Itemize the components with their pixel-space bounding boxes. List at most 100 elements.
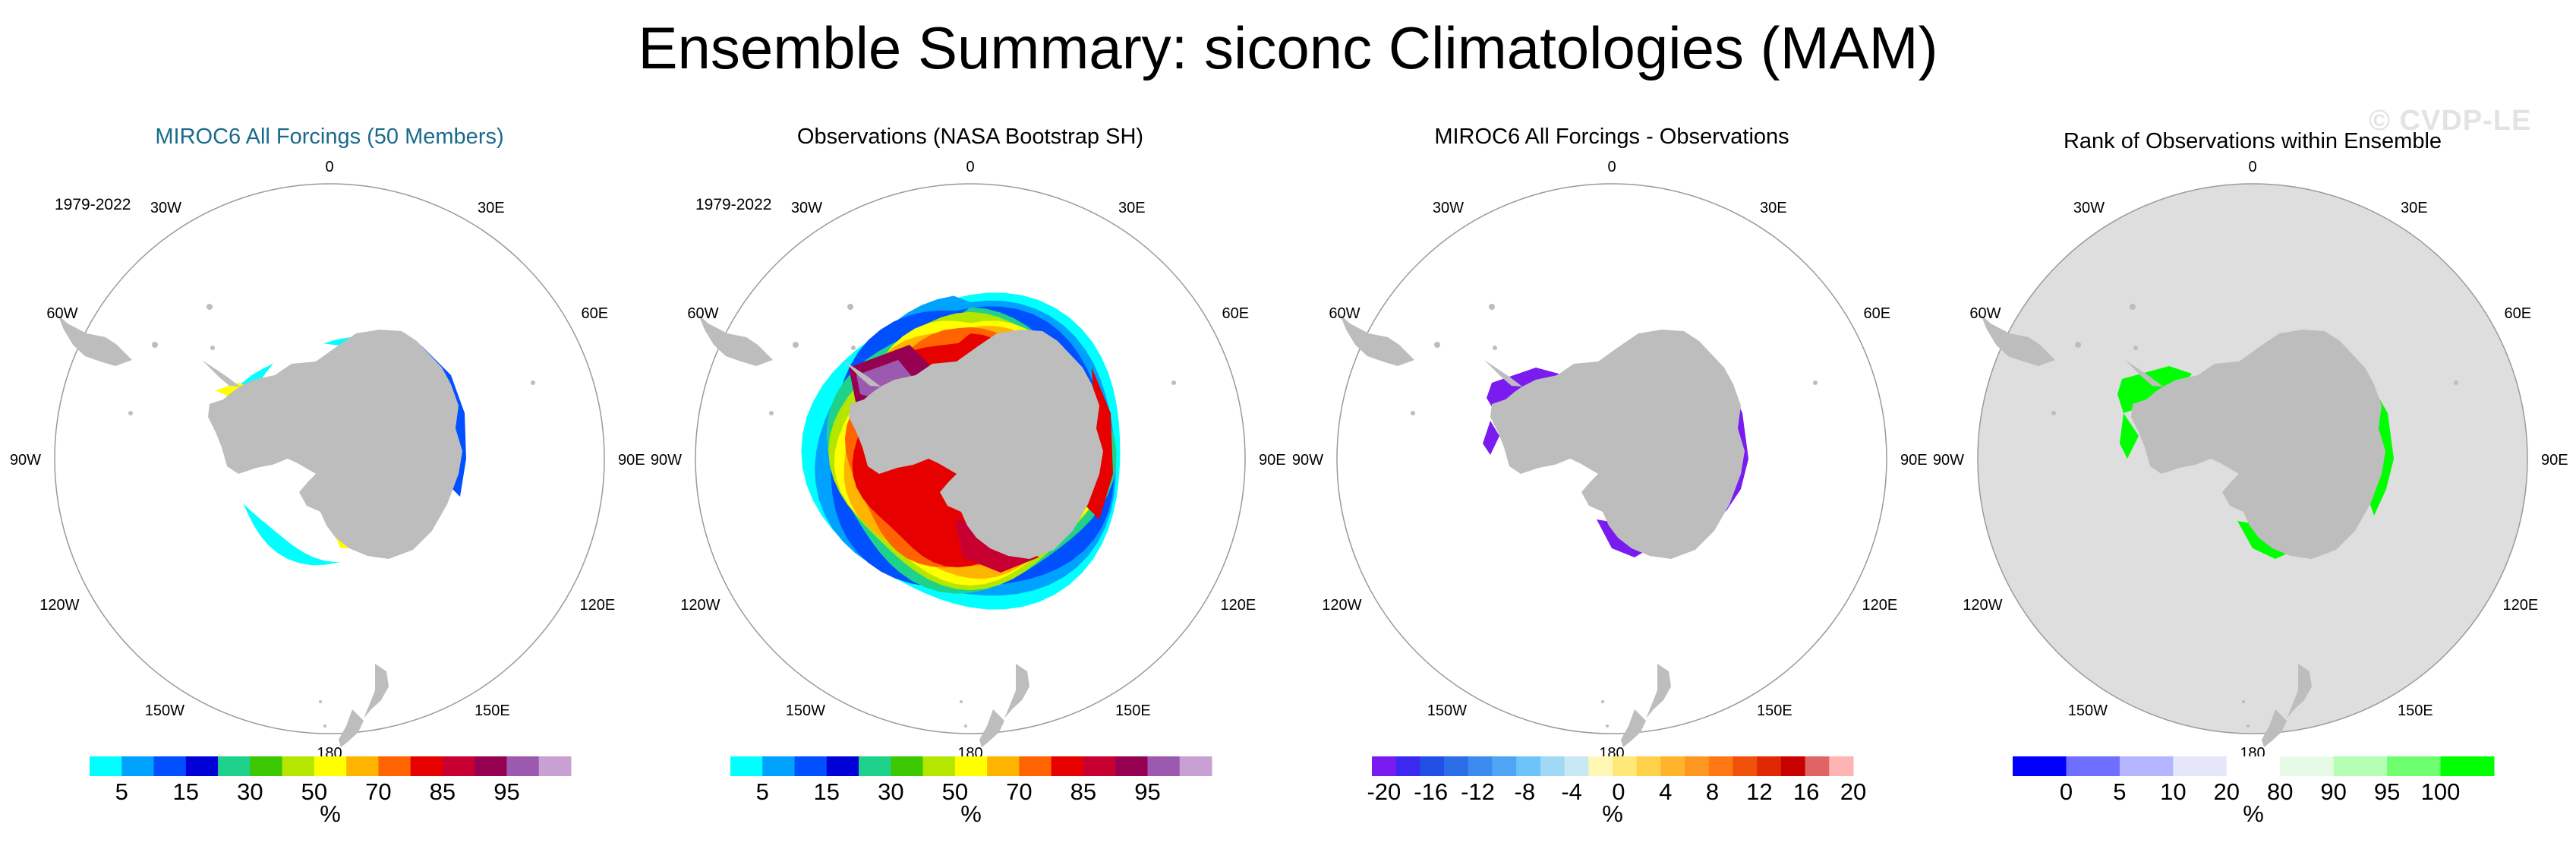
colorbar-units: % [1602,800,1623,827]
colorbar-swatch [794,756,828,776]
colorbar-label: 20 [1840,778,1867,805]
lon-label: 30W [790,200,822,217]
island-1 [1489,304,1495,310]
colorbar-swatch [1757,756,1782,776]
island-4 [2454,380,2458,385]
colorbar-swatch [346,756,379,776]
island-2 [2133,346,2138,350]
island-7 [2051,411,2056,415]
lon-label: 150W [2067,702,2108,719]
colorbar-units: % [960,800,982,827]
colorbar-swatch [1468,756,1493,776]
colorbar-label: 5 [2113,778,2127,805]
colorbar-units: % [2243,800,2264,827]
colorbar-swatch [1492,756,1517,776]
colorbar-swatch [153,756,187,776]
colorbar-swatch [2387,756,2442,776]
lon-label: 60W [1329,305,1361,322]
new-zealand [979,664,1029,747]
colorbar-units: % [320,800,341,827]
island-4 [531,380,535,385]
colorbar-swatch [250,756,283,776]
colorbar-label: 4 [1659,778,1673,805]
lon-label: 90E [2541,452,2568,469]
colorbar-swatch [1147,756,1181,776]
new-zealand [2262,664,2312,747]
south-america-tip [1981,314,2055,366]
lon-label: 120E [579,597,616,614]
lon-label: 120W [680,597,720,614]
south-america-tip [58,314,132,366]
colorbar-swatch [1685,756,1710,776]
colorbar-label: 16 [1792,778,1820,805]
watermark: © CVDP-LE [2369,105,2532,137]
lon-label: 90W [1291,452,1323,469]
colorbar-label: 5 [755,778,769,805]
colorbar-label: 8 [1705,778,1720,805]
panel-4-title: Rank of Observations within Ensemble [2063,129,2442,153]
island-6 [964,724,967,728]
colorbar-swatch [2173,756,2228,776]
colorbar-swatch [1019,756,1052,776]
lon-label: 150W [144,702,184,719]
colorbar-label: 0 [2059,778,2073,805]
island-5 [1601,700,1604,703]
colorbar-swatch [1829,756,1854,776]
panel-2-title: Observations (NASA Bootstrap SH) [796,125,1144,149]
figure-title: Ensemble Summary: siconc Climatologies (… [638,14,1938,81]
island-5 [960,700,963,703]
island-4 [1171,380,1176,385]
colorbar-label: 70 [1006,778,1033,805]
island-7 [128,411,133,415]
colorbar-swatch [1179,756,1212,776]
colorbar-swatch [282,756,315,776]
antarctica-landmass [2131,330,2385,559]
lon-label: 60E [2504,305,2532,322]
island-7 [769,411,774,415]
lon-label: 90W [9,452,41,469]
colorbar-swatch [1115,756,1148,776]
island-3 [793,342,799,348]
colorbar-swatch [1733,756,1758,776]
panel-1-title: MIROC6 All Forcings (50 Members) [155,125,504,149]
colorbar-swatch [730,756,763,776]
colorbar-swatch [826,756,859,776]
lon-label: 120W [1963,597,2003,614]
colorbar-swatch [2440,756,2495,776]
colorbar-swatch [859,756,891,776]
colorbar-swatch [1613,756,1638,776]
lon-label: 30W [2073,200,2105,217]
lon-label: 0 [2248,159,2257,175]
colorbar-swatch [922,756,956,776]
colorbar-label: -12 [1461,778,1495,805]
colorbar-swatch [2226,756,2281,776]
colorbar-label: 0 [1612,778,1625,805]
lon-label: 120E [1862,597,1898,614]
lon-label: 60E [581,305,609,322]
colorbar-swatch [475,756,507,776]
lon-label: 90E [1900,452,1928,469]
colorbar-swatch [987,756,1020,776]
colorbar-swatch [1708,756,1733,776]
weddell-rank-field [2117,366,2192,413]
antarctica-landmass [849,330,1103,559]
island-2 [1493,346,1497,350]
colorbar-swatch [1051,756,1084,776]
island-3 [2075,342,2081,348]
colorbar-swatch [1660,756,1685,776]
colorbar-swatch [891,756,924,776]
colorbar-label: -20 [1367,778,1402,805]
panel-3-title: MIROC6 All Forcings - Observations [1434,125,1789,149]
colorbar-label: -16 [1414,778,1449,805]
colorbar-label: 95 [493,778,520,805]
island-6 [323,724,326,728]
colorbar-label: 30 [878,778,904,805]
lon-label: 30E [478,200,505,217]
antarctic-peninsula [1484,360,1522,387]
antarctic-peninsula [843,360,881,387]
